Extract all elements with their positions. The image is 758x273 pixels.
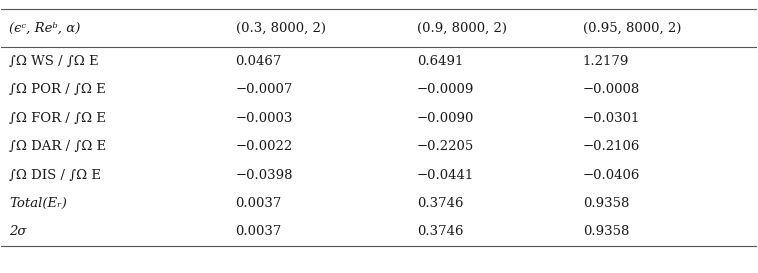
- Text: ∫Ω DAR / ∫Ω E: ∫Ω DAR / ∫Ω E: [9, 140, 106, 153]
- Text: (ϵᶜ, Reᵇ, α): (ϵᶜ, Reᵇ, α): [9, 22, 80, 35]
- Text: (0.95, 8000, 2): (0.95, 8000, 2): [583, 22, 681, 35]
- Text: 0.0467: 0.0467: [236, 55, 282, 68]
- Text: ∫Ω WS / ∫Ω E: ∫Ω WS / ∫Ω E: [9, 55, 99, 68]
- Text: 0.0037: 0.0037: [236, 197, 282, 210]
- Text: −0.0009: −0.0009: [417, 83, 475, 96]
- Text: Total(Eᵣ): Total(Eᵣ): [9, 197, 67, 210]
- Text: −0.2106: −0.2106: [583, 140, 641, 153]
- Text: ∫Ω DIS / ∫Ω E: ∫Ω DIS / ∫Ω E: [9, 168, 101, 182]
- Text: −0.0301: −0.0301: [583, 112, 641, 125]
- Text: ∫Ω POR / ∫Ω E: ∫Ω POR / ∫Ω E: [9, 83, 105, 96]
- Text: (0.3, 8000, 2): (0.3, 8000, 2): [236, 22, 325, 35]
- Text: 2σ: 2σ: [9, 225, 27, 238]
- Text: −0.0090: −0.0090: [417, 112, 475, 125]
- Text: 0.9358: 0.9358: [583, 197, 629, 210]
- Text: (0.9, 8000, 2): (0.9, 8000, 2): [417, 22, 507, 35]
- Text: −0.2205: −0.2205: [417, 140, 474, 153]
- Text: −0.0398: −0.0398: [236, 168, 293, 182]
- Text: 0.6491: 0.6491: [417, 55, 463, 68]
- Text: 0.3746: 0.3746: [417, 197, 463, 210]
- Text: 0.3746: 0.3746: [417, 225, 463, 238]
- Text: −0.0441: −0.0441: [417, 168, 474, 182]
- Text: −0.0022: −0.0022: [236, 140, 293, 153]
- Text: −0.0008: −0.0008: [583, 83, 641, 96]
- Text: ∫Ω FOR / ∫Ω E: ∫Ω FOR / ∫Ω E: [9, 112, 106, 125]
- Text: −0.0007: −0.0007: [236, 83, 293, 96]
- Text: 0.9358: 0.9358: [583, 225, 629, 238]
- Text: 1.2179: 1.2179: [583, 55, 629, 68]
- Text: −0.0003: −0.0003: [236, 112, 293, 125]
- Text: 0.0037: 0.0037: [236, 225, 282, 238]
- Text: −0.0406: −0.0406: [583, 168, 641, 182]
